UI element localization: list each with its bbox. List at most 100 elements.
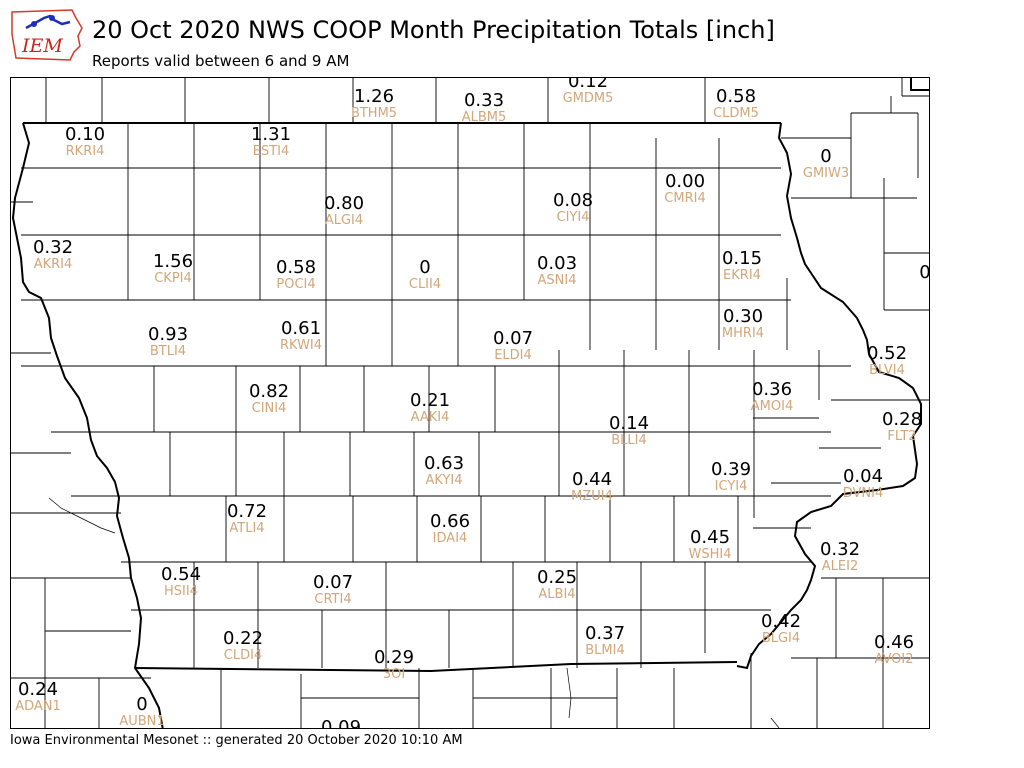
station-marker: 1.26 BTHM5 — [351, 87, 397, 121]
station-marker: 0.22 CLDI4 — [223, 629, 263, 663]
station-id: AVOI2 — [874, 652, 914, 667]
station-id: ESTI4 — [252, 144, 290, 159]
station-value: 0.15 — [721, 248, 763, 269]
station-marker: 0.36 AMOI4 — [751, 380, 793, 414]
station-id: FLT2 — [887, 429, 917, 444]
station-marker: 0.32 AKRI4 — [33, 238, 73, 272]
station-value: 0.30 — [722, 306, 764, 327]
station-id: CLII4 — [408, 277, 442, 292]
station-marker: 0.24 ADAN1 — [15, 680, 61, 714]
station-value: 0.42 — [760, 611, 802, 632]
station-marker: 0 AUBN1 — [119, 695, 164, 729]
station-value: 0.24 — [17, 679, 59, 700]
station-value: 0.54 — [160, 564, 202, 585]
map-title: 20 Oct 2020 NWS COOP Month Precipitation… — [92, 16, 775, 44]
station-value: 0.28 — [881, 409, 923, 430]
station-value: 0.82 — [248, 381, 290, 402]
station-marker: 0.58 POCI4 — [276, 258, 316, 292]
station-marker: 0.12 GMDM5 — [562, 77, 614, 106]
station-id: CLDM5 — [713, 106, 759, 121]
station-id: BLLI4 — [611, 433, 647, 448]
station-marker: 0.14 BLLI4 — [609, 414, 649, 448]
station-id: ALGI4 — [324, 213, 364, 228]
station-marker: 0.61 RKWI4 — [280, 319, 322, 353]
station-value: 0.07 — [312, 572, 354, 593]
station-id: ASNI4 — [537, 273, 577, 288]
station-value: 0.10 — [64, 124, 106, 145]
station-id: CKPI4 — [154, 271, 192, 286]
station-value: 0.45 — [689, 527, 731, 548]
station-marker: 0.45 WSHI4 — [689, 528, 732, 562]
station-value: 0.09 — [320, 717, 362, 729]
precipitation-map: 1.26 BTHM5 0.33 ALBM5 0.12 GMDM5 0.58 CLDM5 0.10… — [10, 77, 930, 729]
station-id: GMDM5 — [562, 91, 614, 106]
station-value: 0 — [820, 146, 832, 167]
map-subtitle: Reports valid between 6 and 9 AM — [92, 52, 350, 70]
station-marker: 0.37 BLMI4 — [585, 624, 625, 658]
station-value: 0.33 — [463, 90, 505, 111]
station-value: 0.61 — [280, 318, 322, 339]
station-id: BLMI4 — [585, 643, 625, 658]
iem-logo: IEM — [10, 6, 86, 62]
station-value: 0.46 — [873, 632, 915, 653]
station-id: AKRI4 — [33, 257, 73, 272]
station-id: WSHI4 — [688, 547, 732, 562]
station-marker: 0.25 ALBI4 — [537, 568, 577, 602]
station-marker: 0.42 BLGI4 — [761, 612, 801, 646]
station-id: CIYI4 — [556, 210, 590, 225]
station-value: 0.80 — [323, 193, 365, 214]
station-id: MHRI4 — [721, 326, 765, 341]
station-value: 0.21 — [409, 390, 451, 411]
station-marker: 0.82 CINI4 — [249, 382, 289, 416]
station-value: 0.12 — [567, 77, 609, 92]
state-boundaries — [11, 78, 929, 728]
station-value: 0.72 — [226, 501, 268, 522]
station-value: 0.58 — [275, 257, 317, 278]
station-marker: 0 GMIW3 — [803, 147, 849, 181]
station-value: 1.31 — [250, 124, 292, 145]
station-value: 0.39 — [710, 459, 752, 480]
station-marker: 0.66 IDAI4 — [430, 512, 470, 546]
station-id: RKWI4 — [279, 338, 323, 353]
station-value: 0.22 — [222, 628, 264, 649]
station-id: ADAN1 — [15, 699, 61, 714]
station-marker: 0.46 AVOI2 — [874, 633, 914, 667]
station-marker: 0.29 3OI — [374, 648, 414, 682]
station-marker: 0.21 AAKI4 — [410, 391, 450, 425]
station-marker: 0.80 ALGI4 — [324, 194, 364, 228]
station-id: BTLI4 — [149, 344, 187, 359]
station-id: CMRI4 — [664, 191, 706, 206]
station-value: 1.26 — [353, 86, 395, 107]
station-marker: 0.09ALAM7 — [319, 718, 364, 729]
station-id: MZUI4 — [571, 489, 613, 504]
station-id: BLVI4 — [869, 363, 905, 378]
station-value: 0.00 — [664, 171, 706, 192]
station-marker: 0.07 CRTI4 — [313, 573, 353, 607]
station-marker: 1.31 ESTI4 — [251, 125, 291, 159]
station-marker: 0.93 BTLI4 — [148, 325, 188, 359]
station-marker: 0.10 RKRI4 — [65, 125, 105, 159]
station-value: 0.08 — [552, 190, 594, 211]
station-value: 0.25 — [536, 567, 578, 588]
station-id: AKYI4 — [425, 473, 463, 488]
station-value: 0.14 — [608, 413, 650, 434]
station-marker: 0.08 CIYI4 — [553, 191, 593, 225]
station-id: AAKI4 — [410, 410, 450, 425]
station-id: ALEI2 — [821, 559, 859, 574]
station-value: 1.56 — [152, 251, 194, 272]
station-id: GMIW3 — [802, 166, 850, 181]
logo-text: IEM — [21, 35, 63, 57]
station-id: DVNI4 — [842, 486, 884, 501]
station-value: 0.44 — [571, 469, 613, 490]
station-id: 3OI — [382, 667, 406, 682]
station-id: CLDI4 — [223, 648, 263, 663]
station-marker: 0 CLII4 — [409, 258, 441, 292]
station-marker: 0.72 ATLI4 — [227, 502, 267, 536]
station-value: 0.93 — [147, 324, 189, 345]
station-marker: 0.03 ASNI4 — [537, 254, 577, 288]
station-id: BTHM5 — [350, 106, 398, 121]
station-value: 0.52 — [866, 343, 908, 364]
station-id: CINI4 — [251, 401, 287, 416]
station-value: 0.29 — [373, 647, 415, 668]
station-value: 0.03 — [536, 253, 578, 274]
